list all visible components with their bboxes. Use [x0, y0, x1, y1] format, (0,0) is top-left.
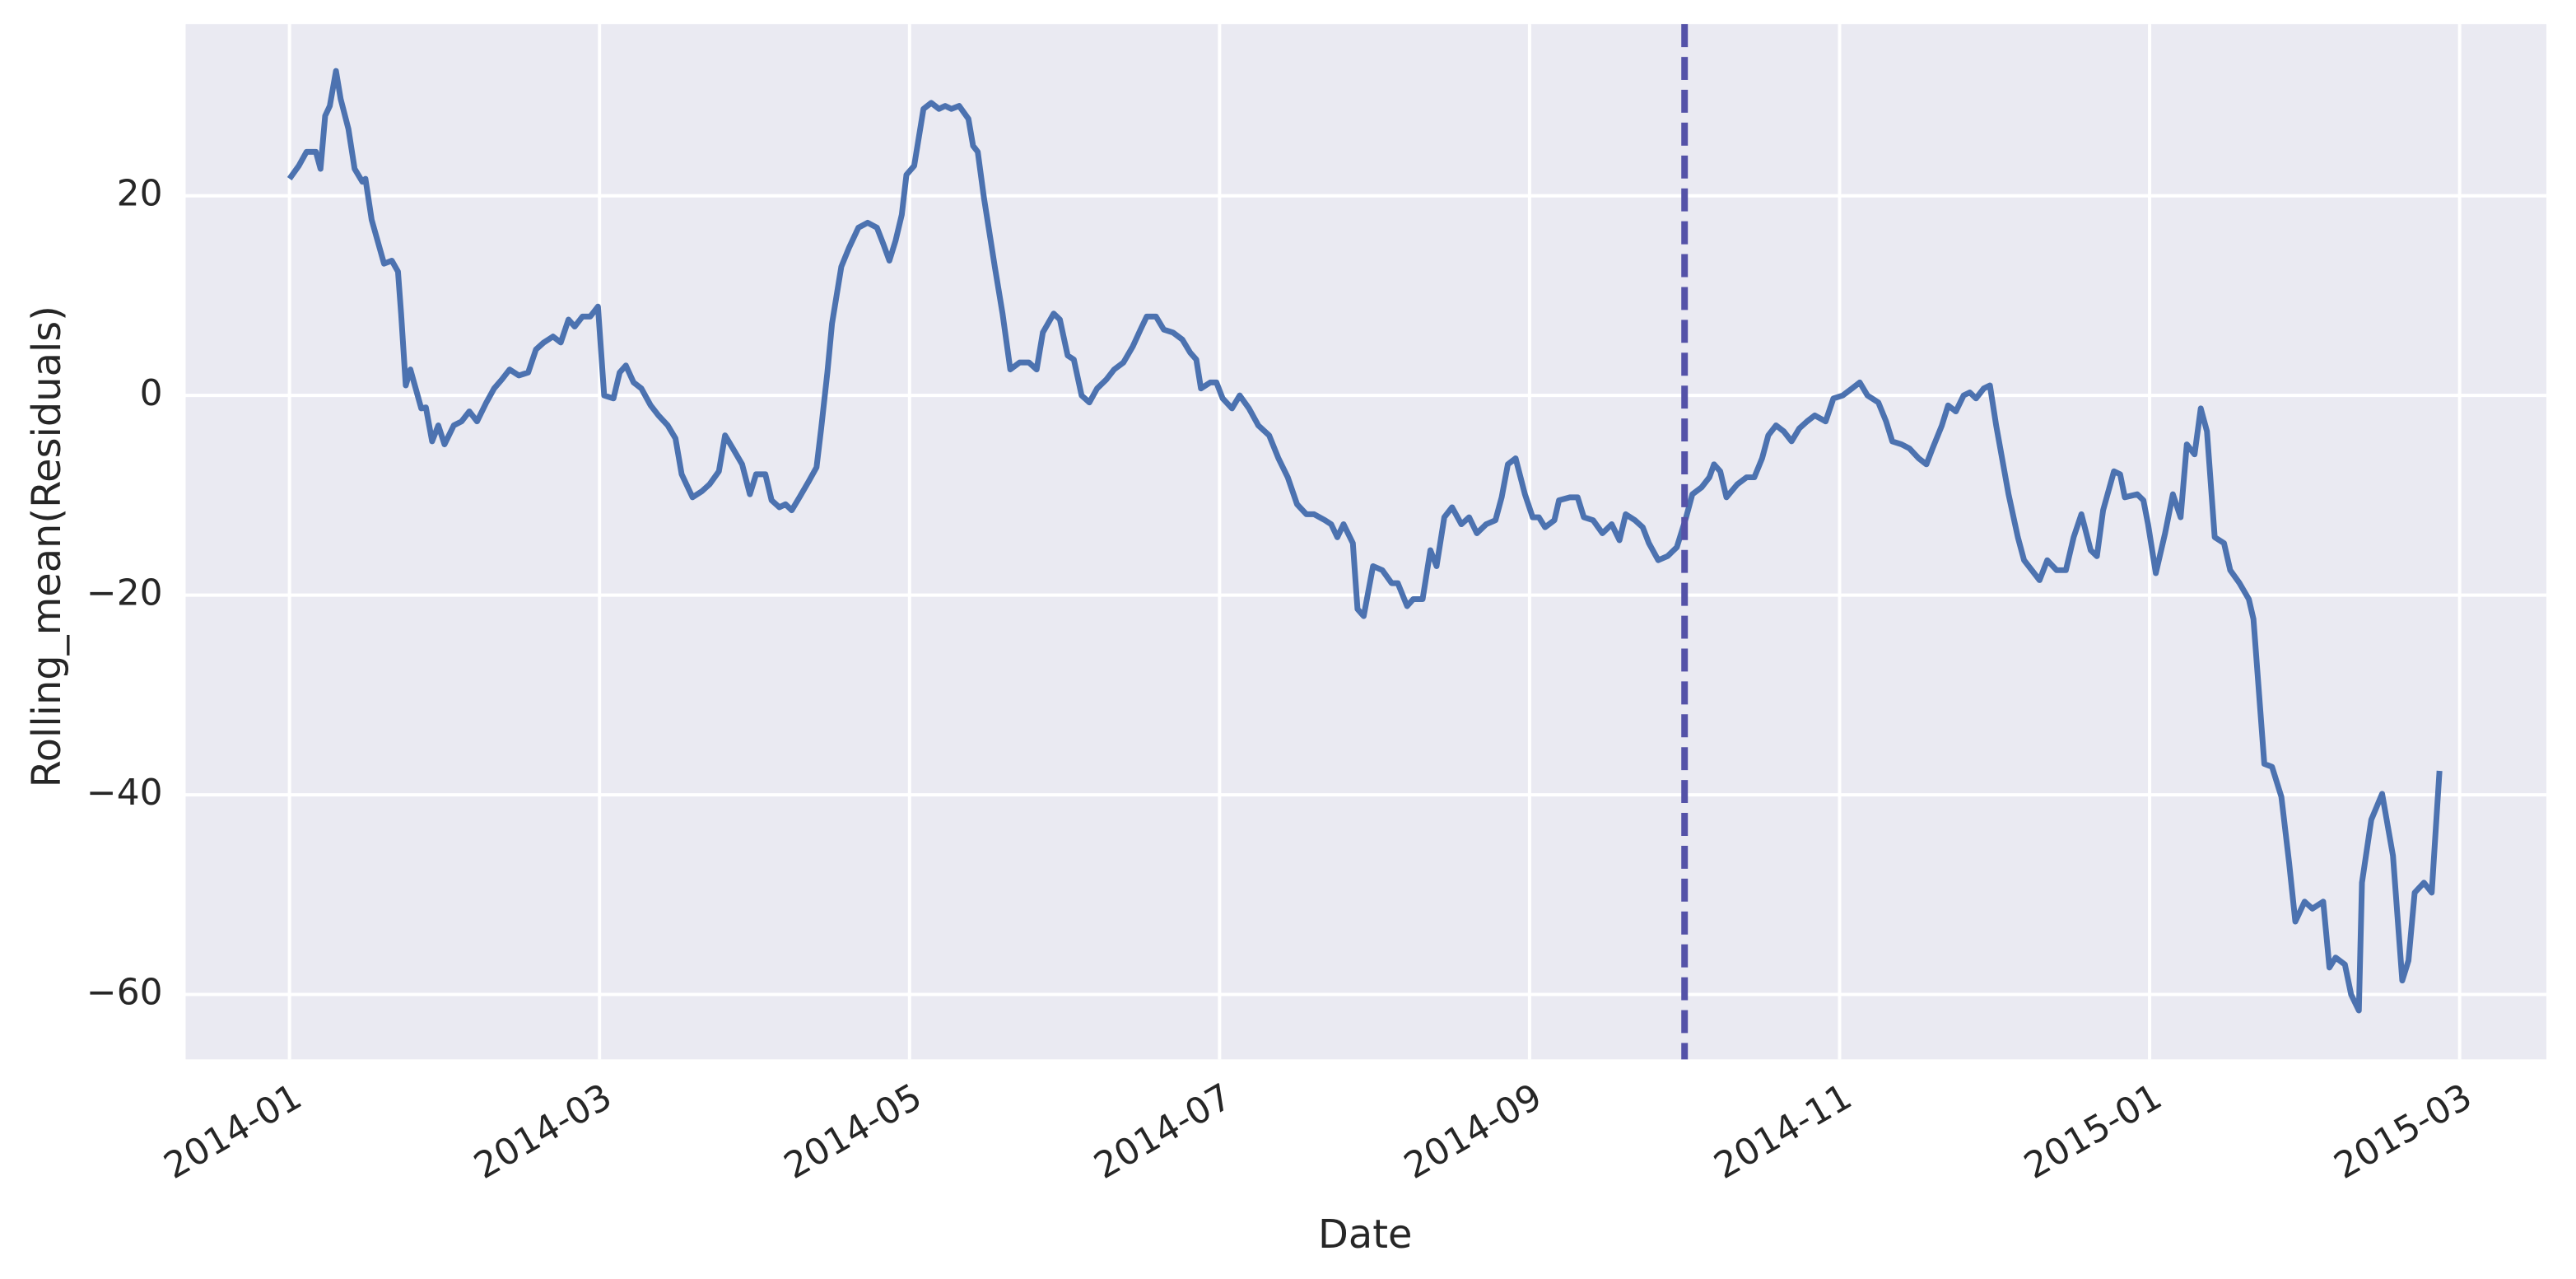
- y-tick-label: −40: [86, 772, 163, 814]
- x-tick-label: 2014-09: [1397, 1076, 1549, 1188]
- x-tick-label: 2015-03: [2327, 1076, 2479, 1188]
- y-tick-label: 20: [117, 173, 163, 215]
- x-tick-label: 2014-05: [777, 1076, 929, 1188]
- x-tick-label: 2014-11: [1707, 1076, 1859, 1188]
- x-tick-label: 2014-03: [467, 1076, 618, 1188]
- y-axis-label: Rolling_mean(Residuals): [25, 306, 70, 787]
- x-axis-label: Date: [1318, 1212, 1412, 1258]
- x-tick-label: 2015-01: [2017, 1076, 2168, 1188]
- x-tick-label: 2014-07: [1088, 1076, 1239, 1188]
- x-tick-label: 2014-01: [157, 1076, 309, 1188]
- y-tick-label: 0: [140, 372, 163, 414]
- plot-background: [185, 24, 2547, 1060]
- data-line: [286, 68, 2443, 1014]
- y-tick-label: −60: [86, 972, 163, 1014]
- y-tick-label: −20: [86, 572, 163, 614]
